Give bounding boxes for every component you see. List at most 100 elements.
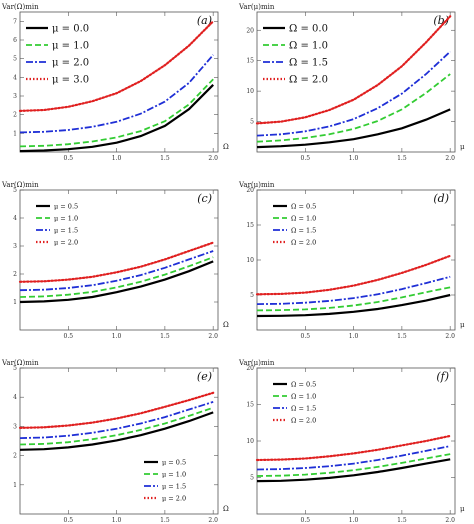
series-line-0 bbox=[256, 293, 451, 318]
y-tick-label: 10 bbox=[246, 257, 254, 264]
panel-label: (b) bbox=[433, 14, 449, 27]
series-line-3 bbox=[18, 20, 215, 113]
legend-label: μ = 1.5 bbox=[162, 482, 186, 490]
legend-label: Ω = 2.0 bbox=[291, 416, 316, 424]
legend-label: Ω = 0.5 bbox=[291, 202, 316, 210]
y-tick-label: 20 bbox=[246, 187, 254, 194]
legend-label: Ω = 1.5 bbox=[291, 404, 316, 412]
y-tick-label: 15 bbox=[246, 58, 254, 65]
panel-label: (a) bbox=[197, 14, 212, 27]
plot-frame bbox=[256, 11, 456, 153]
x-tick-label: 1.0 bbox=[349, 333, 359, 340]
legend: Ω = 0.5 Ω = 1.0 Ω = 1.5 Ω = 2.0 bbox=[273, 202, 316, 246]
x-tick-label: 2.0 bbox=[445, 333, 455, 340]
y-tick-label: 15 bbox=[246, 402, 254, 409]
y-axis-label: Var(μ)min bbox=[238, 181, 275, 189]
legend: Ω = 0.0 Ω = 1.0 Ω = 1.5 Ω = 2.0 bbox=[263, 24, 328, 86]
series-line-1 bbox=[256, 286, 451, 312]
series-line-2 bbox=[19, 250, 214, 292]
x-tick-label: 2.0 bbox=[208, 333, 218, 340]
x-tick-label: 1.5 bbox=[397, 333, 407, 340]
y-tick-label: 10 bbox=[246, 438, 254, 445]
series-line-0 bbox=[256, 108, 451, 149]
legend-label: Ω = 0.5 bbox=[291, 380, 316, 388]
y-tick-label: 15 bbox=[246, 222, 254, 229]
y-tick-label: 3 bbox=[13, 423, 17, 430]
x-tick-label: 1.0 bbox=[112, 517, 122, 524]
x-tick-label: 0.5 bbox=[64, 517, 74, 524]
x-tick-label: 0.5 bbox=[64, 333, 74, 340]
y-tick-label: 5 bbox=[250, 475, 254, 482]
x-axis-label: Ω bbox=[223, 321, 229, 329]
series-line-3 bbox=[255, 434, 452, 462]
y-axis-label: Var(Ω)min bbox=[1, 359, 39, 367]
x-tick-label: 0.5 bbox=[301, 155, 311, 162]
series-line-0 bbox=[19, 260, 214, 304]
y-tick-label: 3 bbox=[13, 93, 17, 100]
plot-frame bbox=[19, 11, 219, 153]
y-tick-label: 2 bbox=[13, 112, 17, 119]
legend-label: Ω = 0.0 bbox=[289, 24, 328, 35]
series-line-1 bbox=[256, 453, 451, 477]
y-tick-label: 4 bbox=[13, 74, 17, 81]
series-line-0 bbox=[19, 84, 214, 153]
x-tick-label: 1.5 bbox=[397, 517, 407, 524]
series-line-0 bbox=[256, 458, 451, 483]
x-tick-label: 2.0 bbox=[445, 155, 455, 162]
panel-label: (f) bbox=[436, 370, 449, 383]
legend: μ = 0.5 μ = 1.0 μ = 1.5 μ = 2.0 bbox=[36, 202, 78, 246]
legend-label: μ = 1.0 bbox=[162, 470, 186, 478]
y-tick-label: 20 bbox=[246, 27, 254, 34]
plot-frame bbox=[19, 367, 219, 515]
y-tick-label: 20 bbox=[246, 365, 254, 372]
series-line-1 bbox=[19, 78, 214, 148]
legend-label: Ω = 1.5 bbox=[289, 58, 328, 69]
y-axis-label: Var(μ)min bbox=[238, 3, 275, 11]
y-tick-label: 5 bbox=[13, 187, 17, 194]
y-tick-label: 4 bbox=[13, 215, 17, 222]
legend: Ω = 0.5 Ω = 1.0 Ω = 1.5 Ω = 2.0 bbox=[273, 380, 316, 424]
plot-frame bbox=[19, 189, 219, 331]
y-tick-label: 5 bbox=[13, 56, 17, 63]
series-line-2 bbox=[256, 275, 451, 305]
series-line-3 bbox=[255, 254, 452, 296]
y-tick-label: 5 bbox=[250, 119, 254, 126]
x-tick-label: 0.5 bbox=[64, 155, 74, 162]
series-line-3 bbox=[18, 391, 215, 429]
legend-label: Ω = 1.0 bbox=[289, 41, 328, 52]
x-tick-label: 0.5 bbox=[301, 333, 311, 340]
legend-label: Ω = 1.5 bbox=[291, 226, 316, 234]
y-tick-label: 7 bbox=[13, 18, 17, 25]
y-tick-label: 1 bbox=[13, 482, 17, 489]
series-line-1 bbox=[256, 73, 451, 143]
series-line-3 bbox=[18, 241, 215, 283]
y-tick-label: 3 bbox=[13, 243, 17, 250]
y-tick-label: 10 bbox=[246, 88, 254, 95]
y-tick-label: 1 bbox=[13, 299, 17, 306]
legend-label: μ = 1.5 bbox=[54, 226, 78, 234]
series-line-2 bbox=[256, 445, 451, 471]
y-axis-label: Var(Ω)min bbox=[1, 3, 39, 11]
legend-label: μ = 0.5 bbox=[54, 202, 78, 210]
x-tick-label: 1.5 bbox=[397, 155, 407, 162]
y-axis-label: Var(Ω)min bbox=[1, 181, 39, 189]
y-axis-label: Var(μ)min bbox=[238, 359, 275, 367]
series-line-2 bbox=[19, 54, 214, 134]
plot-frame bbox=[256, 189, 456, 331]
x-tick-label: 1.0 bbox=[349, 517, 359, 524]
legend-label: μ = 1.0 bbox=[54, 214, 78, 222]
series-line-2 bbox=[19, 401, 214, 439]
y-tick-label: 1 bbox=[13, 130, 17, 137]
legend-label: Ω = 1.0 bbox=[291, 392, 316, 400]
x-tick-label: 1.5 bbox=[160, 155, 170, 162]
x-tick-label: 2.0 bbox=[445, 517, 455, 524]
y-tick-label: 5 bbox=[250, 292, 254, 299]
y-tick-label: 2 bbox=[13, 271, 17, 278]
y-tick-label: 4 bbox=[13, 394, 17, 401]
x-axis-label: Ω bbox=[223, 143, 229, 151]
y-tick-label: 6 bbox=[13, 37, 17, 44]
x-axis-label: μ bbox=[460, 321, 465, 329]
